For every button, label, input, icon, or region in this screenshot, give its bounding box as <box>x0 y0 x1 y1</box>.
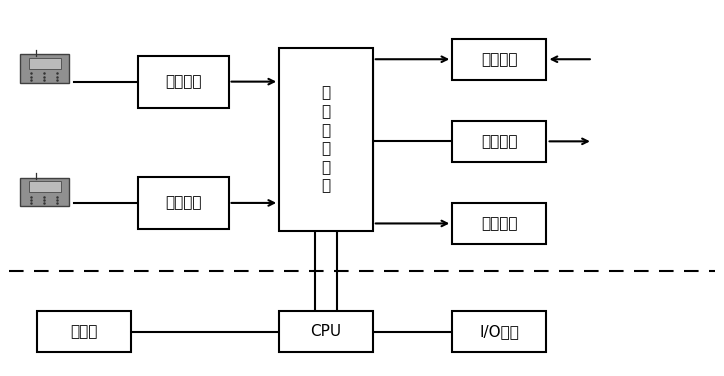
Bar <box>279 311 373 352</box>
Bar <box>452 311 546 352</box>
Text: 数
字
交
换
网
络: 数 字 交 换 网 络 <box>321 85 330 194</box>
Bar <box>20 177 70 206</box>
Bar <box>138 56 229 108</box>
Text: 用户电路: 用户电路 <box>165 196 202 211</box>
Text: 入中继器: 入中继器 <box>481 52 517 67</box>
Bar <box>20 55 70 83</box>
Bar <box>38 311 131 352</box>
Bar <box>138 177 229 229</box>
Bar <box>452 121 546 162</box>
Bar <box>29 181 61 192</box>
Bar <box>452 39 546 80</box>
Text: CPU: CPU <box>311 324 342 339</box>
Bar <box>279 48 373 231</box>
Text: 用户电路: 用户电路 <box>165 74 202 89</box>
Text: 出中继器: 出中继器 <box>481 134 517 149</box>
Text: I/O设备: I/O设备 <box>479 324 519 339</box>
Bar <box>29 58 61 68</box>
Text: 存储器: 存储器 <box>71 324 98 339</box>
Text: 信令设备: 信令设备 <box>481 216 517 231</box>
Bar <box>452 203 546 244</box>
